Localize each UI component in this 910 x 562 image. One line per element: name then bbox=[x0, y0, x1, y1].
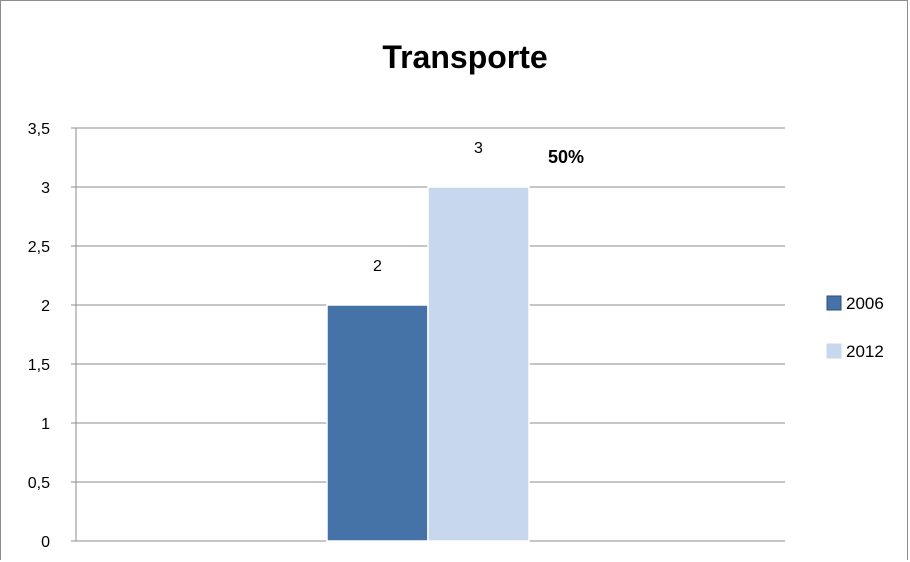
y-tick-label: 2,5 bbox=[28, 239, 50, 256]
legend-label-2006: 2006 bbox=[846, 294, 884, 313]
y-tick-label: 0,5 bbox=[28, 475, 50, 492]
bar-2012 bbox=[427, 186, 530, 542]
bar-2006 bbox=[326, 304, 429, 542]
percent-change-annotation: 50% bbox=[548, 147, 584, 167]
legend-swatch-2012 bbox=[826, 343, 842, 359]
legend-label-2012: 2012 bbox=[846, 342, 884, 361]
data-label-2006: 2 bbox=[373, 258, 382, 275]
y-tick-label: 3 bbox=[41, 180, 50, 197]
y-tick-label: 0 bbox=[41, 534, 50, 551]
y-tick-label: 3,5 bbox=[28, 121, 50, 138]
legend: 2006 2012 bbox=[826, 294, 884, 361]
y-tick-label: 1,5 bbox=[28, 357, 50, 374]
data-labels: 23 bbox=[373, 140, 483, 275]
data-label-2012: 3 bbox=[474, 140, 483, 157]
y-tick-label: 1 bbox=[41, 416, 50, 433]
bars bbox=[326, 186, 530, 542]
y-tick-label: 2 bbox=[41, 298, 50, 315]
y-axis: 0 0,5 1 1,5 2 2,5 3 3,5 bbox=[28, 121, 77, 551]
legend-swatch-2006 bbox=[826, 295, 842, 311]
chart-title: Transporte bbox=[382, 39, 547, 75]
